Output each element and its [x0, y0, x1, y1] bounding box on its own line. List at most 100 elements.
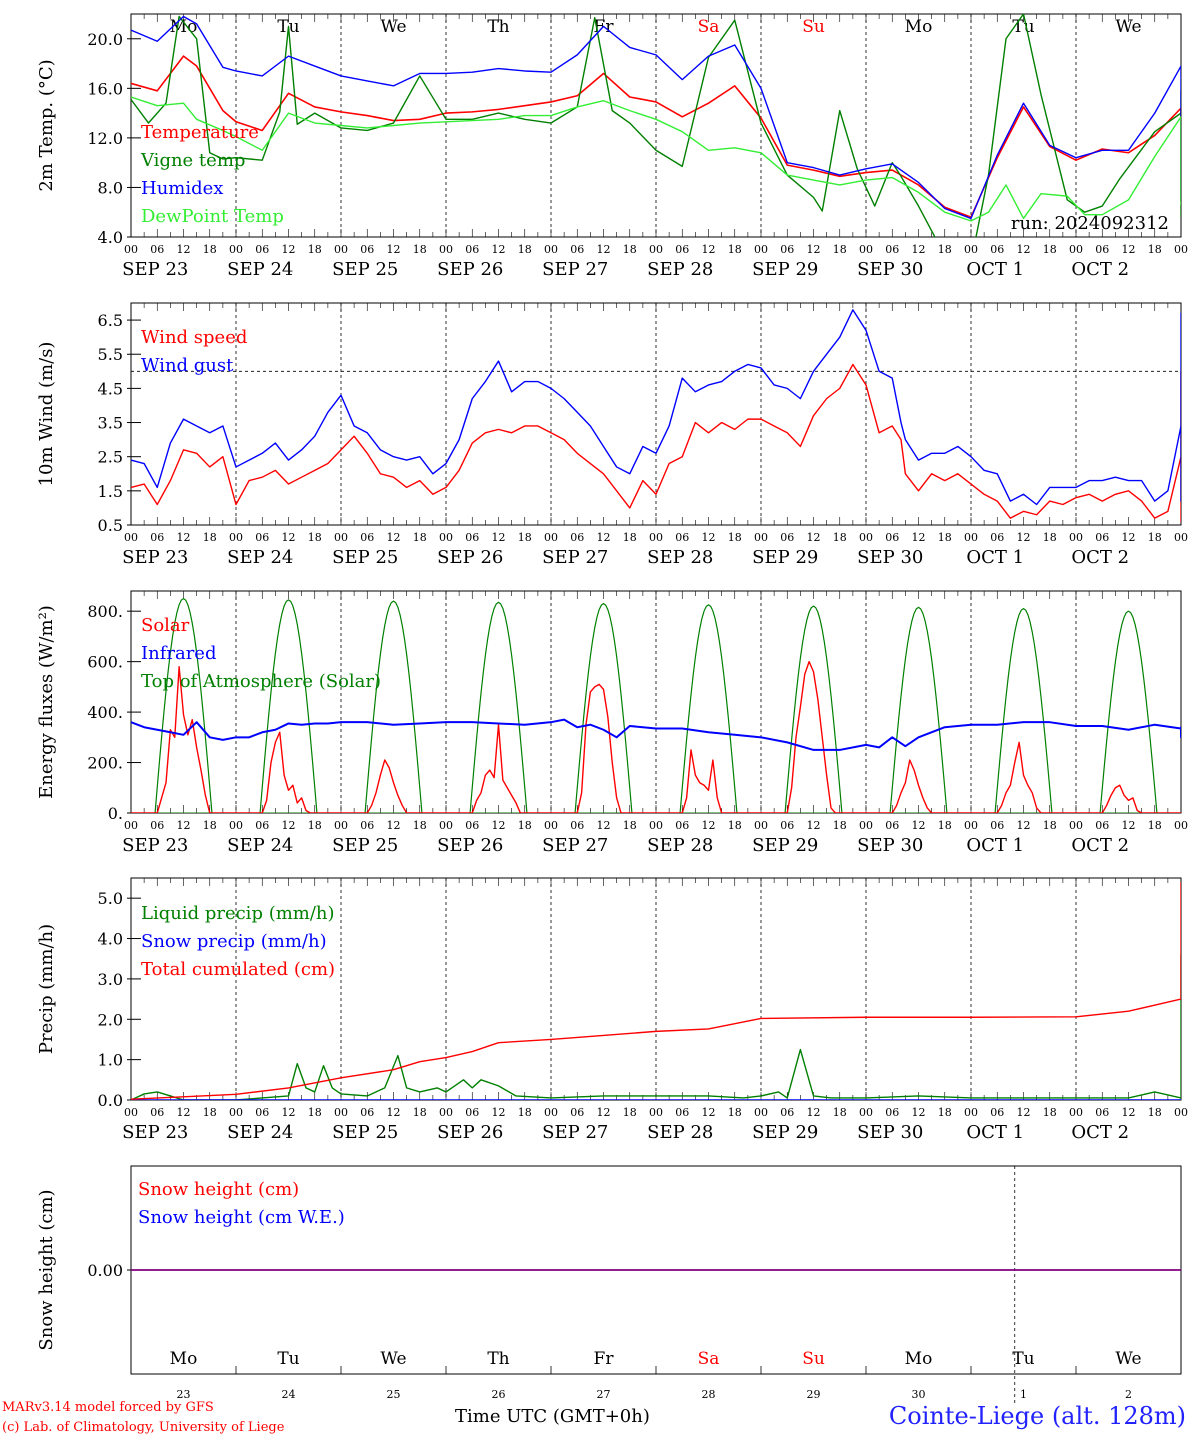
date-label: SEP 23: [122, 835, 188, 856]
date-label: OCT 1: [966, 547, 1024, 568]
hour-tick-label: 06: [990, 531, 1004, 544]
toa-solar-curve: [154, 597, 213, 813]
hour-tick-label: 12: [177, 1106, 191, 1119]
y-axis-label: Precip (mm/h): [36, 924, 57, 1054]
y-axis-label: 2m Temp. (°C): [36, 59, 57, 191]
series-line-wind-gust: [131, 309, 1181, 506]
hour-tick-label: 18: [833, 819, 847, 832]
date-label: SEP 26: [437, 835, 503, 856]
hour-tick-label: 00: [754, 819, 768, 832]
hour-tick-label: 00: [964, 531, 978, 544]
hour-tick-label: 12: [492, 531, 506, 544]
date-label: SEP 30: [857, 547, 923, 568]
hour-tick-label: 00: [1069, 531, 1083, 544]
y-tick-label: 1.0: [98, 1051, 123, 1070]
hour-tick-label: 06: [150, 1106, 164, 1119]
legend-entry: Snow height (cm W.E.): [138, 1207, 345, 1228]
date-label: OCT 2: [1071, 259, 1129, 280]
model-credit: MARv3.14 model forced by GFS: [2, 1400, 214, 1415]
time-axis-title: Time UTC (GMT+0h): [455, 1406, 650, 1427]
hour-tick-label: 18: [1148, 1106, 1162, 1119]
date-label: SEP 30: [857, 835, 923, 856]
hour-tick-label: 18: [203, 819, 217, 832]
date-label: SEP 25: [332, 259, 398, 280]
hour-tick-label: 00: [544, 531, 558, 544]
hour-tick-label: 00: [229, 819, 243, 832]
day-number-label: 24: [282, 1388, 296, 1401]
hour-tick-label: 18: [1043, 819, 1057, 832]
hour-tick-label: 00: [859, 243, 873, 256]
hour-tick-label: 06: [570, 819, 584, 832]
hour-tick-label: 06: [570, 531, 584, 544]
series-line-dewpoint-temp: [131, 96, 1181, 222]
station-title: Cointe-Liege (alt. 128m): [888, 1402, 1186, 1430]
plot-area: [131, 309, 1181, 523]
y-tick-label: 0.0: [98, 1091, 123, 1110]
weekday-label: Su: [802, 1349, 825, 1369]
date-label: OCT 1: [966, 835, 1024, 856]
hour-tick-label: 00: [964, 819, 978, 832]
legend-entry: Top of Atmosphere (Solar): [141, 671, 381, 692]
date-label: SEP 23: [122, 1122, 188, 1143]
series-line-infrared: [131, 718, 1181, 751]
hour-tick-label: 00: [649, 243, 663, 256]
hour-tick-label: 06: [675, 1106, 689, 1119]
hour-tick-label: 18: [203, 531, 217, 544]
hour-tick-label: 06: [465, 819, 479, 832]
hour-tick-label: 06: [885, 243, 899, 256]
weekday-label: Sa: [698, 1349, 720, 1369]
legend-entry: Vigne temp: [140, 150, 245, 171]
date-label: SEP 24: [227, 547, 293, 568]
hour-tick-label: 18: [413, 243, 427, 256]
hour-tick-label: 06: [780, 1106, 794, 1119]
toa-solar-curve: [889, 606, 948, 813]
hour-tick-label: 12: [282, 1106, 296, 1119]
hour-tick-label: 00: [859, 531, 873, 544]
date-label: SEP 29: [752, 547, 818, 568]
hour-tick-label: 18: [833, 531, 847, 544]
hour-tick-label: 12: [177, 243, 191, 256]
hour-tick-label: 06: [570, 243, 584, 256]
hour-tick-label: 00: [229, 531, 243, 544]
date-label: SEP 27: [542, 1122, 608, 1143]
run-label: run: 2024092312: [1011, 213, 1169, 234]
hour-tick-label: 00: [754, 243, 768, 256]
day-number-label: 28: [702, 1388, 716, 1401]
hour-tick-label: 18: [623, 243, 637, 256]
panel-2: 00 06 12 18 00 06 12 18 00 06 12 18 00 06 12 18 00 06 12 18…: [36, 302, 1188, 568]
hour-tick-label: 00: [124, 819, 138, 832]
hour-tick-label: 00: [1069, 243, 1083, 256]
date-label: SEP 26: [437, 1122, 503, 1143]
hour-tick-label: 18: [833, 1106, 847, 1119]
hour-tick-label: 00: [544, 1106, 558, 1119]
weekday-label: We: [380, 17, 406, 37]
y-tick-label: 400.: [87, 703, 123, 722]
date-label: OCT 2: [1071, 547, 1129, 568]
hour-tick-label: 18: [938, 531, 952, 544]
legend-entry: Wind gust: [141, 355, 234, 376]
hour-tick-label: 18: [413, 819, 427, 832]
hour-tick-label: 00: [334, 531, 348, 544]
panel-5: Mo 23 Tu 24 We 25 Th 26 Fr 27 Sa 28 Su 29 Mo 30 Tu 1 We 2 0.…: [36, 1165, 1182, 1404]
y-tick-label: 800.: [87, 602, 123, 621]
weekday-label: Sa: [698, 17, 720, 37]
date-label: OCT 2: [1071, 1122, 1129, 1143]
plot-frame: [130, 13, 1182, 238]
hour-tick-label: 06: [1095, 819, 1109, 832]
hour-tick-label: 12: [702, 243, 716, 256]
hour-tick-label: 00: [754, 1106, 768, 1119]
hour-tick-label: 12: [597, 819, 611, 832]
hour-tick-label: 18: [203, 243, 217, 256]
y-tick-label: 600.: [87, 653, 123, 672]
hour-tick-label: 00: [124, 531, 138, 544]
hour-tick-label: 18: [413, 1106, 427, 1119]
date-label: SEP 27: [542, 259, 608, 280]
date-label: SEP 24: [227, 259, 293, 280]
series-line-solar: [131, 660, 1181, 813]
hour-tick-label: 12: [702, 1106, 716, 1119]
hour-tick-label: 00: [1069, 1106, 1083, 1119]
hour-tick-label: 06: [1095, 243, 1109, 256]
y-axis-label: Energy fluxes (W/m²): [36, 605, 57, 799]
hour-tick-label: 18: [518, 819, 532, 832]
y-tick-label: 4.5: [98, 379, 123, 398]
